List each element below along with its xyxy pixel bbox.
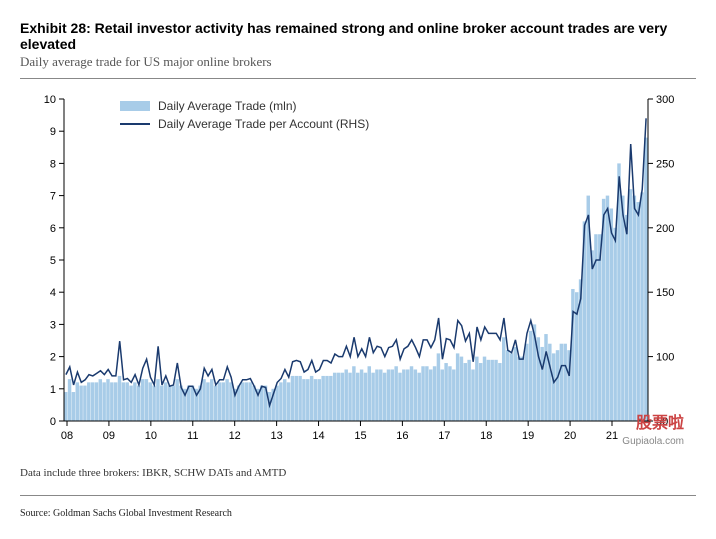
svg-text:19: 19 — [522, 430, 534, 442]
legend-line-label: Daily Average Trade per Account (RHS) — [158, 117, 369, 131]
svg-text:09: 09 — [103, 430, 115, 442]
svg-text:250: 250 — [656, 158, 674, 170]
legend-bar-label: Daily Average Trade (mln) — [158, 99, 297, 113]
chart-area: Daily Average Trade (mln) Daily Average … — [20, 91, 690, 451]
svg-text:10: 10 — [44, 94, 56, 106]
svg-text:14: 14 — [312, 430, 324, 442]
legend-swatch-line — [120, 123, 150, 125]
footer-divider — [20, 495, 696, 496]
chart-title: Exhibit 28: Retail investor activity has… — [20, 20, 696, 52]
watermark-text: 股票啦 — [636, 409, 684, 433]
svg-text:300: 300 — [656, 94, 674, 106]
svg-text:20: 20 — [564, 430, 576, 442]
svg-text:11: 11 — [187, 430, 198, 442]
svg-text:4: 4 — [50, 287, 56, 299]
source-line: Source: Goldman Sachs Global Investment … — [20, 508, 696, 519]
svg-text:18: 18 — [480, 430, 492, 442]
svg-text:5: 5 — [50, 255, 56, 267]
svg-text:6: 6 — [50, 223, 56, 235]
legend-item-bar: Daily Average Trade (mln) — [120, 99, 369, 113]
svg-text:10: 10 — [145, 430, 157, 442]
footnote: Data include three brokers: IBKR, SCHW D… — [20, 467, 696, 479]
svg-text:3: 3 — [50, 319, 56, 331]
legend: Daily Average Trade (mln) Daily Average … — [120, 99, 369, 135]
svg-text:13: 13 — [270, 430, 282, 442]
svg-text:8: 8 — [50, 158, 56, 170]
title-divider — [20, 78, 696, 79]
svg-text:7: 7 — [50, 191, 56, 203]
svg-text:12: 12 — [229, 430, 241, 442]
chart-svg: 0123456789105010015020025030008091011121… — [20, 91, 690, 451]
svg-text:0: 0 — [50, 416, 56, 428]
svg-text:9: 9 — [50, 126, 56, 138]
svg-text:21: 21 — [606, 430, 618, 442]
svg-text:15: 15 — [354, 430, 366, 442]
svg-text:2: 2 — [50, 352, 56, 364]
legend-swatch-bar — [120, 101, 150, 111]
watermark-url: Gupiaola.com — [622, 436, 684, 447]
svg-text:1: 1 — [50, 384, 56, 396]
svg-text:100: 100 — [656, 352, 674, 364]
svg-text:16: 16 — [396, 430, 408, 442]
chart-subtitle: Daily average trade for US major online … — [20, 54, 696, 70]
svg-text:08: 08 — [61, 430, 73, 442]
legend-item-line: Daily Average Trade per Account (RHS) — [120, 117, 369, 131]
svg-text:17: 17 — [438, 430, 450, 442]
svg-text:150: 150 — [656, 287, 674, 299]
svg-text:200: 200 — [656, 223, 674, 235]
